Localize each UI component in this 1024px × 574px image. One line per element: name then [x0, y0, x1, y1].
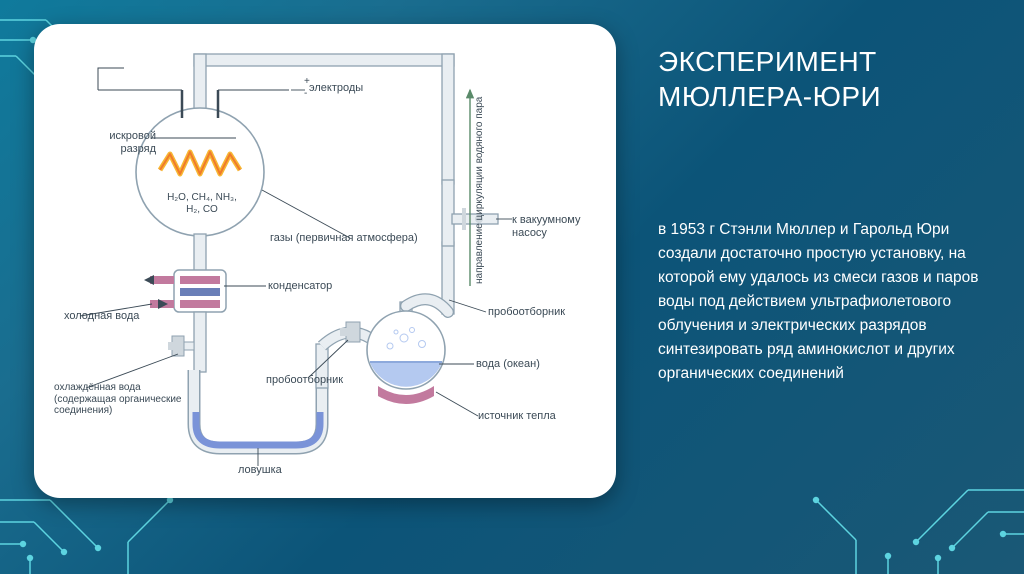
diagram-panel: + - электроды искровой разряд H₂O, CH₄, … [34, 24, 616, 498]
slide-title: ЭКСПЕРИМЕНТ МЮЛЛЕРА-ЮРИ [658, 44, 988, 114]
label-condenser: конденсатор [268, 280, 332, 293]
label-gases: газы (первичная атмосфера) [270, 232, 430, 245]
label-water-ocean: вода (океан) [476, 358, 540, 371]
label-gas-formula: H₂O, CH₄, NH₃, H₂, CO [166, 192, 238, 215]
label-flow-direction: направление циркуляции водяного пара [474, 272, 486, 284]
label-sampler-lower: пробоотборник [266, 374, 343, 387]
label-heat-source: источник тепла [478, 410, 556, 423]
label-cooled-water: охлаждённая вода (содержащая органически… [54, 382, 198, 417]
miller-urey-diagram [34, 24, 616, 498]
label-sampler-upper: пробоотборник [488, 306, 565, 319]
label-vacuum: к вакуумному насосу [512, 214, 602, 239]
label-electrodes-minus: - [304, 88, 307, 100]
label-trap: ловушка [238, 464, 282, 477]
slide-body: в 1953 г Стэнли Мюллер и Гарольд Юри соз… [658, 218, 1000, 386]
label-spark: искровой разряд [76, 130, 156, 155]
label-cold-water: холодная вода [64, 310, 139, 323]
label-electrodes: электроды [309, 82, 363, 95]
